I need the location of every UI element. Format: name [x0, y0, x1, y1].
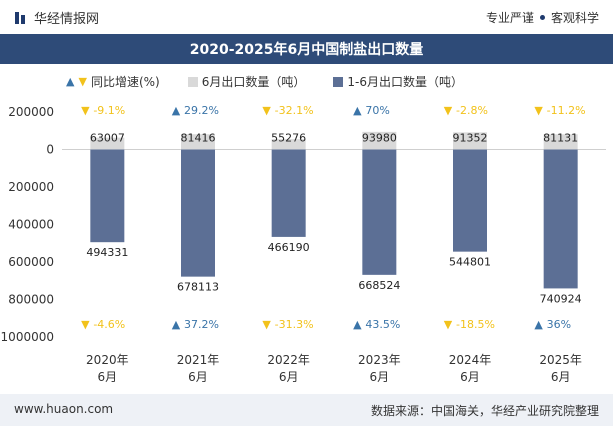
tagline-right: 客观科学 — [550, 11, 599, 25]
cumulative-value-label: 740924 — [540, 292, 582, 305]
down-arrow-icon: ▼ — [262, 318, 271, 331]
up-arrow-icon: ▲ — [353, 104, 362, 117]
y-tick-label: 200000 — [8, 180, 54, 194]
x-tick-label-year: 2022年 — [267, 353, 310, 367]
down-arrow-icon: ▼ — [444, 318, 453, 331]
down-triangle-icon: ▼ — [78, 75, 87, 88]
monthly-bar — [181, 134, 215, 150]
monthly-bar — [362, 131, 397, 150]
tagline-dot-icon — [539, 15, 545, 20]
monthly-value-label: 81131 — [543, 132, 578, 145]
cumulative-bar — [453, 149, 487, 252]
monthly-value-label: 91352 — [453, 132, 488, 145]
cumulative-bar — [543, 149, 578, 289]
top-bar: 华经情报网 专业严谨 客观科学 — [0, 0, 613, 34]
legend-growth-label: 同比增速(%) — [90, 75, 160, 89]
footer-source: 数据来源：中国海关，华经产业研究院整理 — [370, 404, 599, 418]
x-tick-label-month: 6月 — [460, 370, 480, 384]
down-arrow-icon: ▼ — [81, 104, 90, 117]
y-tick-label: 1000000 — [1, 330, 54, 344]
up-arrow-icon: ▲ — [172, 318, 181, 331]
growth-monthly-label: 29.2% — [184, 104, 219, 117]
growth-cumulative-label: 37.2% — [184, 318, 219, 331]
chart-plot: 200000 0 200000 400000 600000 800000 1000000 63… — [1, 104, 606, 384]
growth-cumulative-label: -18.5% — [456, 318, 495, 331]
y-tick-label: 400000 — [8, 218, 54, 232]
y-tick-label: 600000 — [8, 255, 54, 269]
growth-cumulative-label: -4.6% — [93, 318, 125, 331]
up-arrow-icon: ▲ — [353, 318, 362, 331]
growth-monthly-label: 70% — [365, 104, 389, 117]
x-tick-label-month: 6月 — [279, 370, 299, 384]
tagline-left: 专业严谨 — [485, 11, 534, 25]
cumulative-bar — [181, 149, 215, 277]
growth-cumulative-label: -31.3% — [275, 318, 314, 331]
brand-name: 华经情报网 — [34, 12, 100, 27]
x-tick-label-month: 6月 — [551, 370, 571, 384]
y-tick-label: 800000 — [8, 293, 54, 307]
growth-cumulative-label: 36% — [547, 318, 571, 331]
x-tick-label-month: 6月 — [98, 370, 118, 384]
monthly-value-label: 63007 — [90, 132, 125, 145]
x-tick-label-year: 2021年 — [177, 353, 220, 367]
legend: ▲ ▼ 同比增速(%) 6月出口数量（吨） 1-6月出口数量（吨） — [66, 73, 485, 90]
growth-cumulative-label: 43.5% — [365, 318, 400, 331]
cumulative-value-label: 544801 — [449, 256, 491, 269]
legend-cumulative: 1-6月出口数量（吨） — [333, 73, 463, 90]
cumulative-bar — [362, 149, 397, 275]
footer-website[interactable]: www.huaon.com — [14, 402, 114, 416]
brand[interactable]: 华经情报网 — [14, 8, 99, 27]
up-triangle-icon: ▲ — [66, 75, 75, 88]
monthly-bar — [543, 134, 578, 150]
legend-monthly-swatch — [187, 76, 198, 87]
down-arrow-icon: ▼ — [81, 318, 90, 331]
down-arrow-icon: ▼ — [444, 104, 453, 117]
cumulative-value-label: 494331 — [86, 246, 128, 259]
x-tick-label-year: 2024年 — [449, 353, 492, 367]
cumulative-bar — [90, 149, 125, 243]
cumulative-value-label: 678113 — [177, 281, 219, 294]
monthly-bar — [271, 139, 306, 150]
up-arrow-icon: ▲ — [534, 318, 543, 331]
down-arrow-icon: ▼ — [534, 104, 543, 117]
down-arrow-icon: ▼ — [262, 104, 271, 117]
x-tick-label-year: 2020年 — [86, 353, 129, 367]
chart-title-bar: 2020-2025年6月中国制盐出口数量 — [0, 34, 613, 64]
growth-monthly-label: -11.2% — [547, 104, 586, 117]
legend-monthly: 6月出口数量（吨） — [187, 73, 306, 90]
x-tick-label-year: 2025年 — [539, 353, 582, 367]
y-tick-label: 200000 — [8, 105, 54, 119]
legend-cumulative-label: 1-6月出口数量（吨） — [347, 75, 463, 89]
footer: www.huaon.com 数据来源：中国海关，华经产业研究院整理 — [0, 394, 613, 426]
legend-growth: ▲ ▼ 同比增速(%) — [66, 73, 160, 90]
x-tick-label-month: 6月 — [370, 370, 390, 384]
x-tick-label-year: 2023年 — [358, 353, 401, 367]
cumulative-value-label: 668524 — [358, 279, 400, 292]
monthly-bar — [90, 137, 125, 150]
brand-logo-icon — [15, 11, 25, 24]
chart-title: 2020-2025年6月中国制盐出口数量 — [189, 42, 424, 58]
cumulative-bar — [271, 149, 306, 237]
y-tick-label: 0 — [46, 143, 54, 157]
up-arrow-icon: ▲ — [172, 104, 181, 117]
monthly-value-label: 93980 — [362, 132, 397, 145]
x-tick-label-month: 6月 — [188, 370, 208, 384]
monthly-bar — [453, 132, 487, 150]
cumulative-value-label: 466190 — [268, 241, 310, 254]
growth-monthly-label: -32.1% — [275, 104, 314, 117]
legend-monthly-label: 6月出口数量（吨） — [201, 75, 306, 89]
legend-cumulative-swatch — [333, 76, 344, 87]
tagline: 专业严谨 客观科学 — [486, 9, 599, 26]
monthly-value-label: 81416 — [181, 132, 216, 145]
monthly-value-label: 55276 — [271, 132, 306, 145]
growth-monthly-label: -2.8% — [456, 104, 488, 117]
growth-monthly-label: -9.1% — [93, 104, 125, 117]
